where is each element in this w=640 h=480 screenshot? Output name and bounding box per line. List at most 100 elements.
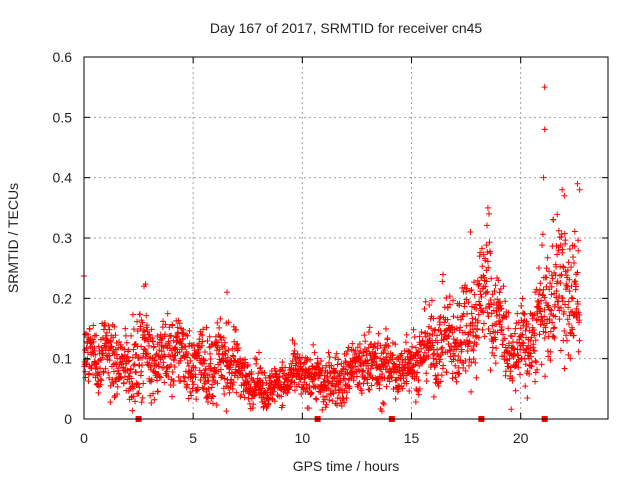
y-tick-labels: 0 0.1 0.2 0.3 0.4 0.5 0.6	[53, 49, 73, 427]
data-point	[156, 373, 163, 380]
data-point	[438, 346, 445, 353]
data-point	[131, 361, 138, 368]
data-point	[428, 297, 435, 304]
data-point	[114, 391, 121, 398]
data-point	[445, 333, 452, 340]
data-point	[535, 316, 542, 323]
data-point	[446, 301, 453, 308]
data-point	[294, 351, 301, 358]
data-point	[356, 379, 363, 386]
data-point	[217, 366, 224, 373]
data-point	[177, 355, 184, 362]
data-point	[436, 319, 443, 326]
data-point	[539, 317, 546, 324]
data-point	[120, 380, 127, 387]
data-point	[468, 310, 475, 317]
data-point	[435, 382, 442, 389]
data-point	[335, 356, 342, 363]
data-point	[487, 297, 494, 304]
data-point	[97, 381, 104, 388]
data-point	[457, 324, 464, 331]
data-point	[197, 376, 204, 383]
data-point	[310, 376, 317, 383]
data-point	[184, 350, 191, 357]
data-point	[571, 243, 578, 250]
data-point	[569, 295, 576, 302]
data-point	[475, 334, 482, 341]
data-point	[561, 308, 568, 315]
data-point	[171, 364, 178, 371]
data-point	[440, 271, 447, 278]
data-point	[383, 325, 390, 332]
data-point	[515, 352, 522, 359]
data-point	[225, 319, 232, 326]
data-point	[95, 389, 102, 396]
data-point	[135, 390, 142, 397]
data-point	[377, 355, 384, 362]
data-point	[388, 374, 395, 381]
data-point	[214, 380, 221, 387]
data-point	[139, 394, 146, 401]
data-point	[553, 288, 560, 295]
data-point	[506, 355, 513, 362]
data-point	[395, 386, 402, 393]
data-point	[547, 348, 554, 355]
data-point	[564, 316, 571, 323]
data-point	[111, 394, 118, 401]
data-point	[540, 174, 547, 181]
data-point	[229, 385, 236, 392]
data-point	[444, 316, 451, 323]
data-point	[519, 295, 526, 302]
data-point	[106, 374, 113, 381]
data-point	[436, 315, 443, 322]
data-point	[568, 264, 575, 271]
data-point	[168, 361, 175, 368]
data-point	[505, 325, 512, 332]
data-point	[495, 317, 502, 324]
data-point	[313, 396, 320, 403]
data-point	[564, 337, 571, 344]
data-point	[403, 378, 410, 385]
data-point	[397, 353, 404, 360]
data-point	[468, 388, 475, 395]
y-tick-label: 0.2	[53, 290, 73, 306]
data-points	[80, 84, 583, 415]
data-point	[245, 395, 252, 402]
data-point	[220, 334, 227, 341]
data-point	[467, 287, 474, 294]
x-tick-label: 20	[513, 430, 529, 446]
data-point	[257, 364, 264, 371]
data-point	[314, 360, 321, 367]
data-point	[226, 364, 233, 371]
data-point	[382, 360, 389, 367]
data-point	[377, 374, 384, 381]
data-point	[546, 306, 553, 313]
y-tick-label: 0.6	[53, 49, 73, 65]
data-point	[381, 346, 388, 353]
data-point	[263, 380, 270, 387]
data-point	[98, 377, 105, 384]
data-point	[566, 320, 573, 327]
data-point	[434, 339, 441, 346]
data-point	[454, 314, 461, 321]
data-point	[552, 313, 559, 320]
data-point	[412, 398, 419, 405]
data-point	[421, 341, 428, 348]
data-point	[566, 246, 573, 253]
data-point	[189, 385, 196, 392]
data-point	[437, 378, 444, 385]
x-tick-label: 15	[404, 430, 420, 446]
data-point	[547, 357, 554, 364]
data-point	[471, 291, 478, 298]
data-point	[222, 348, 229, 355]
data-point	[93, 364, 100, 371]
data-point	[358, 353, 365, 360]
data-point	[477, 291, 484, 298]
data-point	[114, 383, 121, 390]
data-point	[226, 389, 233, 396]
data-point	[456, 327, 463, 334]
data-point	[456, 370, 463, 377]
data-point	[416, 333, 423, 340]
data-point	[376, 381, 383, 388]
data-point	[150, 344, 157, 351]
